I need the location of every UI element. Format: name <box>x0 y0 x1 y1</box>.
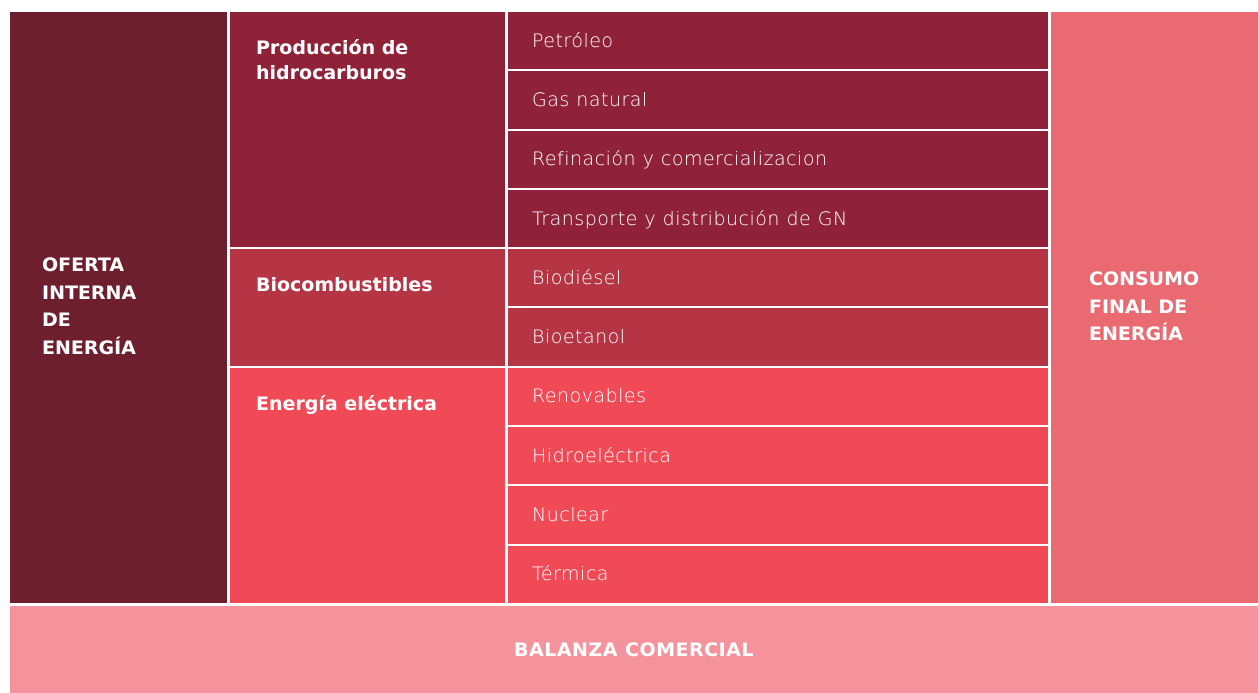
right-label: CONSUMO FINAL DE ENERGÍA <box>1051 12 1258 603</box>
item: Renovables <box>508 367 1048 426</box>
group-title: Biocombustibles <box>230 249 505 366</box>
item: Hidroeléctrica <box>508 427 1048 485</box>
item: Biodiésel <box>508 249 1048 307</box>
diagram: OFERTA INTERNA DE ENERGÍA CONSUMO FINAL … <box>10 12 1258 603</box>
bottom-label: BALANZA COMERCIAL <box>10 606 1258 693</box>
item: Refinación y comercializacion <box>508 130 1048 188</box>
left-label: OFERTA INTERNA DE ENERGÍA <box>10 12 227 603</box>
item: Petróleo <box>508 12 1048 70</box>
item: Nuclear <box>508 486 1048 544</box>
item: Térmica <box>508 545 1048 603</box>
group-title: Energía eléctrica <box>230 367 505 603</box>
item: Gas natural <box>508 71 1048 129</box>
item: Bioetanol <box>508 308 1048 366</box>
group-title: Producción de hidrocarburos <box>230 12 505 248</box>
item: Transporte y distribución de GN <box>508 189 1048 248</box>
